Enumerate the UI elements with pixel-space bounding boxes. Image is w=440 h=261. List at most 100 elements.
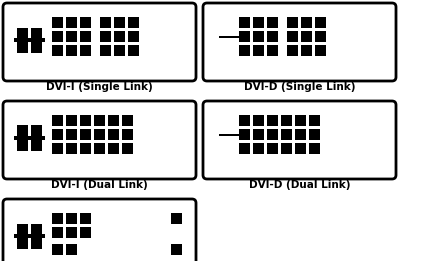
Bar [94, 115, 105, 126]
Bar [94, 129, 105, 140]
Bar [281, 115, 292, 126]
Bar [52, 115, 63, 126]
Bar [108, 115, 119, 126]
Bar [80, 45, 91, 56]
Bar [66, 227, 77, 238]
Bar [114, 31, 125, 42]
Bar [239, 45, 250, 56]
Bar [31, 126, 42, 137]
Bar [219, 134, 239, 136]
Bar [295, 129, 306, 140]
Bar [108, 143, 119, 154]
Bar [253, 129, 264, 140]
Bar [31, 238, 42, 248]
FancyBboxPatch shape [3, 3, 196, 81]
Bar [17, 41, 28, 52]
Bar [301, 17, 312, 28]
Bar [52, 244, 63, 255]
Bar [253, 143, 264, 154]
Bar [108, 129, 119, 140]
Bar [17, 139, 28, 151]
Bar [52, 227, 63, 238]
Bar [52, 143, 63, 154]
Bar [315, 17, 326, 28]
Bar [52, 17, 63, 28]
Bar [17, 27, 28, 39]
Bar [66, 244, 77, 255]
Bar [287, 45, 298, 56]
Bar [94, 143, 105, 154]
FancyBboxPatch shape [203, 101, 396, 179]
Bar [14, 38, 45, 42]
Bar [171, 244, 182, 255]
Bar [80, 115, 91, 126]
Bar [52, 213, 63, 224]
Bar [66, 143, 77, 154]
Bar [287, 17, 298, 28]
Bar [31, 27, 42, 39]
FancyBboxPatch shape [3, 101, 196, 179]
Bar [267, 143, 278, 154]
Bar [219, 36, 239, 38]
Bar [253, 115, 264, 126]
Bar [114, 17, 125, 28]
Bar [122, 115, 133, 126]
FancyBboxPatch shape [203, 3, 396, 81]
Bar [66, 129, 77, 140]
Bar [66, 31, 77, 42]
Bar [31, 223, 42, 234]
Bar [281, 143, 292, 154]
Bar [66, 213, 77, 224]
Bar [66, 45, 77, 56]
Bar [309, 115, 320, 126]
Bar [253, 31, 264, 42]
Text: DVI-I (Single Link): DVI-I (Single Link) [46, 82, 153, 92]
Bar [267, 45, 278, 56]
FancyBboxPatch shape [3, 199, 196, 261]
Bar [17, 126, 28, 137]
Bar [315, 31, 326, 42]
Bar [239, 17, 250, 28]
Bar [171, 213, 182, 224]
Bar [66, 115, 77, 126]
Bar [301, 45, 312, 56]
Bar [128, 31, 139, 42]
Bar [267, 129, 278, 140]
Bar [31, 139, 42, 151]
Bar [80, 143, 91, 154]
Bar [80, 129, 91, 140]
Text: DVI-I (Dual Link): DVI-I (Dual Link) [51, 180, 148, 190]
Bar [239, 129, 250, 140]
Text: DVI-D (Dual Link): DVI-D (Dual Link) [249, 180, 350, 190]
Bar [31, 41, 42, 52]
Bar [52, 31, 63, 42]
Bar [80, 31, 91, 42]
Bar [128, 17, 139, 28]
Bar [309, 143, 320, 154]
Bar [287, 31, 298, 42]
Bar [17, 238, 28, 248]
Bar [295, 143, 306, 154]
Bar [267, 17, 278, 28]
Bar [122, 143, 133, 154]
Bar [52, 45, 63, 56]
Bar [239, 31, 250, 42]
Bar [128, 45, 139, 56]
Bar [100, 17, 111, 28]
Bar [100, 45, 111, 56]
Bar [239, 143, 250, 154]
Bar [14, 234, 45, 238]
Bar [239, 115, 250, 126]
Bar [17, 223, 28, 234]
Bar [14, 136, 45, 140]
Bar [281, 129, 292, 140]
Bar [301, 31, 312, 42]
Bar [315, 45, 326, 56]
Bar [253, 17, 264, 28]
Bar [100, 31, 111, 42]
Bar [267, 115, 278, 126]
Bar [122, 129, 133, 140]
Bar [80, 227, 91, 238]
Bar [52, 129, 63, 140]
Bar [114, 45, 125, 56]
